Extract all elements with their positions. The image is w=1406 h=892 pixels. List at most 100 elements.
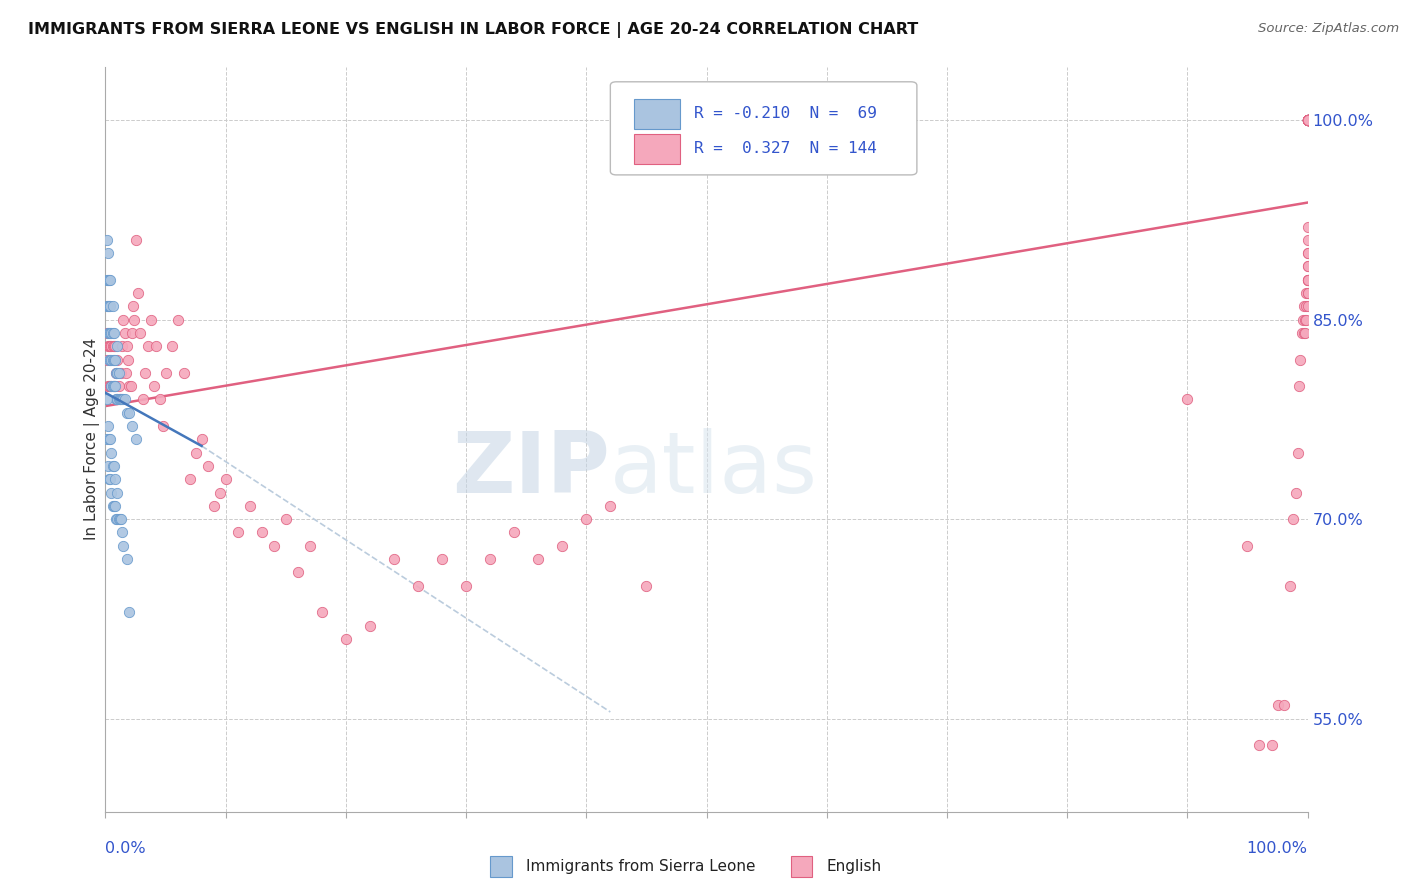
Point (97, 299, 120, 313)
FancyBboxPatch shape (790, 855, 813, 877)
Point (1296, 113, 1319, 128)
Point (98, 273, 121, 287)
Point (197, 458, 219, 473)
Point (107, 392, 129, 407)
Point (118, 605, 141, 619)
Point (179, 472, 201, 486)
Point (382, 552, 405, 566)
Point (100, 326, 122, 340)
Text: ZIP: ZIP (453, 427, 610, 510)
Point (111, 339, 134, 353)
Point (1296, 113, 1319, 128)
Point (298, 539, 321, 553)
Point (105, 366, 128, 380)
Point (100, 352, 122, 367)
Point (115, 366, 138, 380)
Point (1296, 113, 1319, 128)
Point (1296, 246, 1319, 260)
Point (107, 512, 129, 526)
Point (97, 246, 120, 260)
Point (97, 339, 120, 353)
Point (1296, 113, 1319, 128)
Point (108, 392, 131, 407)
Point (101, 339, 124, 353)
Point (118, 379, 141, 393)
Point (110, 512, 132, 526)
Text: Immigrants from Sierra Leone: Immigrants from Sierra Leone (526, 859, 755, 873)
Point (430, 552, 453, 566)
Point (1296, 113, 1319, 128)
Point (98, 339, 121, 353)
Point (110, 392, 132, 407)
Point (1296, 113, 1319, 128)
Point (1296, 113, 1319, 128)
Point (101, 379, 124, 393)
Point (101, 379, 124, 393)
FancyBboxPatch shape (634, 134, 681, 164)
Y-axis label: In Labor Force | Age 20-24: In Labor Force | Age 20-24 (84, 338, 100, 541)
Point (1296, 113, 1319, 128)
Point (104, 352, 127, 367)
Point (1282, 512, 1305, 526)
Point (101, 458, 124, 473)
Point (112, 539, 135, 553)
Point (100, 485, 122, 500)
Point (1288, 379, 1310, 393)
Point (1296, 113, 1319, 128)
Point (1294, 312, 1316, 326)
Point (1296, 113, 1319, 128)
Point (103, 379, 125, 393)
Point (1296, 233, 1319, 247)
Point (1296, 113, 1319, 128)
Text: 0.0%: 0.0% (105, 840, 146, 855)
Point (359, 618, 381, 632)
Point (96, 433, 118, 447)
Point (103, 458, 125, 473)
Point (226, 525, 249, 540)
Point (155, 366, 177, 380)
Point (503, 525, 526, 540)
Point (1296, 113, 1319, 128)
Point (100, 445, 122, 459)
Point (107, 392, 129, 407)
Point (166, 312, 188, 326)
Point (1296, 219, 1319, 234)
Point (142, 379, 165, 393)
Point (118, 406, 141, 420)
Point (173, 366, 195, 380)
Point (98, 326, 121, 340)
Point (1296, 113, 1319, 128)
Point (1296, 113, 1319, 128)
Point (97, 458, 120, 473)
Point (121, 419, 143, 434)
Point (110, 366, 132, 380)
Point (1291, 326, 1313, 340)
Point (98, 352, 121, 367)
Point (1296, 113, 1319, 128)
Point (120, 379, 142, 393)
Point (107, 485, 129, 500)
Point (1296, 260, 1319, 274)
Point (202, 499, 225, 513)
Point (104, 379, 127, 393)
Point (214, 472, 236, 486)
Point (148, 392, 170, 407)
Point (96, 392, 118, 407)
Point (551, 539, 574, 553)
Point (98, 326, 121, 340)
Point (152, 419, 174, 434)
Point (108, 512, 131, 526)
Point (1296, 113, 1319, 128)
Point (107, 366, 129, 380)
Point (575, 512, 598, 526)
Point (98, 299, 121, 313)
Point (1286, 445, 1309, 459)
Point (1294, 326, 1316, 340)
Point (97, 273, 120, 287)
Point (117, 352, 139, 367)
Point (636, 579, 658, 593)
Point (103, 379, 125, 393)
Text: 100.0%: 100.0% (1247, 840, 1308, 855)
Point (104, 472, 127, 486)
Point (1296, 113, 1319, 128)
